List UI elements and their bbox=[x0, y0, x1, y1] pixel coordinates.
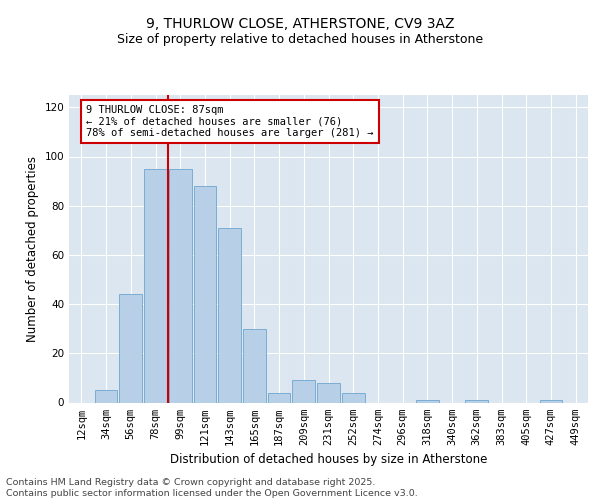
Bar bbox=[169, 169, 191, 402]
Bar bbox=[144, 169, 167, 402]
Bar bbox=[194, 186, 216, 402]
Bar bbox=[292, 380, 315, 402]
Bar bbox=[218, 228, 241, 402]
Bar bbox=[268, 392, 290, 402]
Bar bbox=[539, 400, 562, 402]
Y-axis label: Number of detached properties: Number of detached properties bbox=[26, 156, 39, 342]
Bar bbox=[243, 328, 266, 402]
Bar bbox=[317, 383, 340, 402]
Text: 9 THURLOW CLOSE: 87sqm
← 21% of detached houses are smaller (76)
78% of semi-det: 9 THURLOW CLOSE: 87sqm ← 21% of detached… bbox=[86, 105, 374, 138]
Bar bbox=[416, 400, 439, 402]
Text: Contains HM Land Registry data © Crown copyright and database right 2025.
Contai: Contains HM Land Registry data © Crown c… bbox=[6, 478, 418, 498]
Bar bbox=[342, 392, 365, 402]
Bar bbox=[95, 390, 118, 402]
Bar bbox=[119, 294, 142, 403]
X-axis label: Distribution of detached houses by size in Atherstone: Distribution of detached houses by size … bbox=[170, 453, 487, 466]
Text: Size of property relative to detached houses in Atherstone: Size of property relative to detached ho… bbox=[117, 32, 483, 46]
Bar bbox=[466, 400, 488, 402]
Text: 9, THURLOW CLOSE, ATHERSTONE, CV9 3AZ: 9, THURLOW CLOSE, ATHERSTONE, CV9 3AZ bbox=[146, 18, 454, 32]
